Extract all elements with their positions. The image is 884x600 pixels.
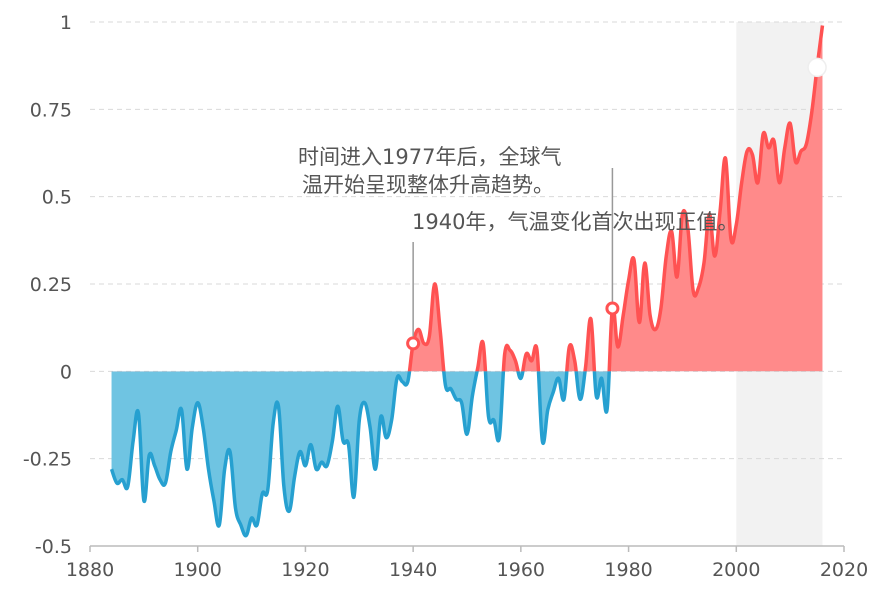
annotation-1977-text-line2: 温开始呈现整体升高趋势。 xyxy=(302,173,554,197)
x-axis-ticks: 1880 1900 1920 1940 1960 1980 2000 2020 xyxy=(66,546,868,581)
y-tick-label: 0.75 xyxy=(30,99,72,121)
series-lines xyxy=(109,25,825,538)
positive-area-fill xyxy=(111,25,823,372)
y-tick-label: 1 xyxy=(60,12,72,34)
x-tick-label: 1960 xyxy=(497,559,545,581)
annotation-1940-text: 1940年，气温变化首次出现正值。 xyxy=(412,210,738,234)
y-tick-label: 0.5 xyxy=(42,187,72,209)
highlight-point-2015[interactable] xyxy=(807,57,827,78)
y-tick-label: 0 xyxy=(60,361,72,383)
annotation-1940: 1940年，气温变化首次出现正值。 xyxy=(406,210,738,351)
x-tick-label: 1980 xyxy=(604,559,652,581)
x-tick-label: 1940 xyxy=(389,559,437,581)
negative-series-line xyxy=(109,371,611,538)
y-tick-label: -0.25 xyxy=(23,449,72,471)
x-tick-label: 1880 xyxy=(66,559,114,581)
annotation-1977: 时间进入1977年后，全球气 温开始呈现整体升高趋势。 xyxy=(298,145,620,316)
y-tick-label: 0.25 xyxy=(30,274,72,296)
annotation-1977-text-line1: 时间进入1977年后，全球气 xyxy=(298,145,561,169)
x-tick-label: 2020 xyxy=(820,559,868,581)
y-tick-label: -0.5 xyxy=(35,536,72,558)
annotation-1940-marker[interactable] xyxy=(406,336,421,351)
annotation-1977-marker[interactable] xyxy=(605,301,620,316)
x-tick-label: 2000 xyxy=(712,559,760,581)
area-fills xyxy=(111,25,823,536)
x-tick-label: 1900 xyxy=(174,559,222,581)
y-axis-ticks: 1 0.75 0.5 0.25 0 -0.25 -0.5 xyxy=(23,12,72,558)
negative-area-fill xyxy=(111,371,610,536)
x-tick-label: 1920 xyxy=(281,559,329,581)
positive-series-line xyxy=(407,25,825,372)
